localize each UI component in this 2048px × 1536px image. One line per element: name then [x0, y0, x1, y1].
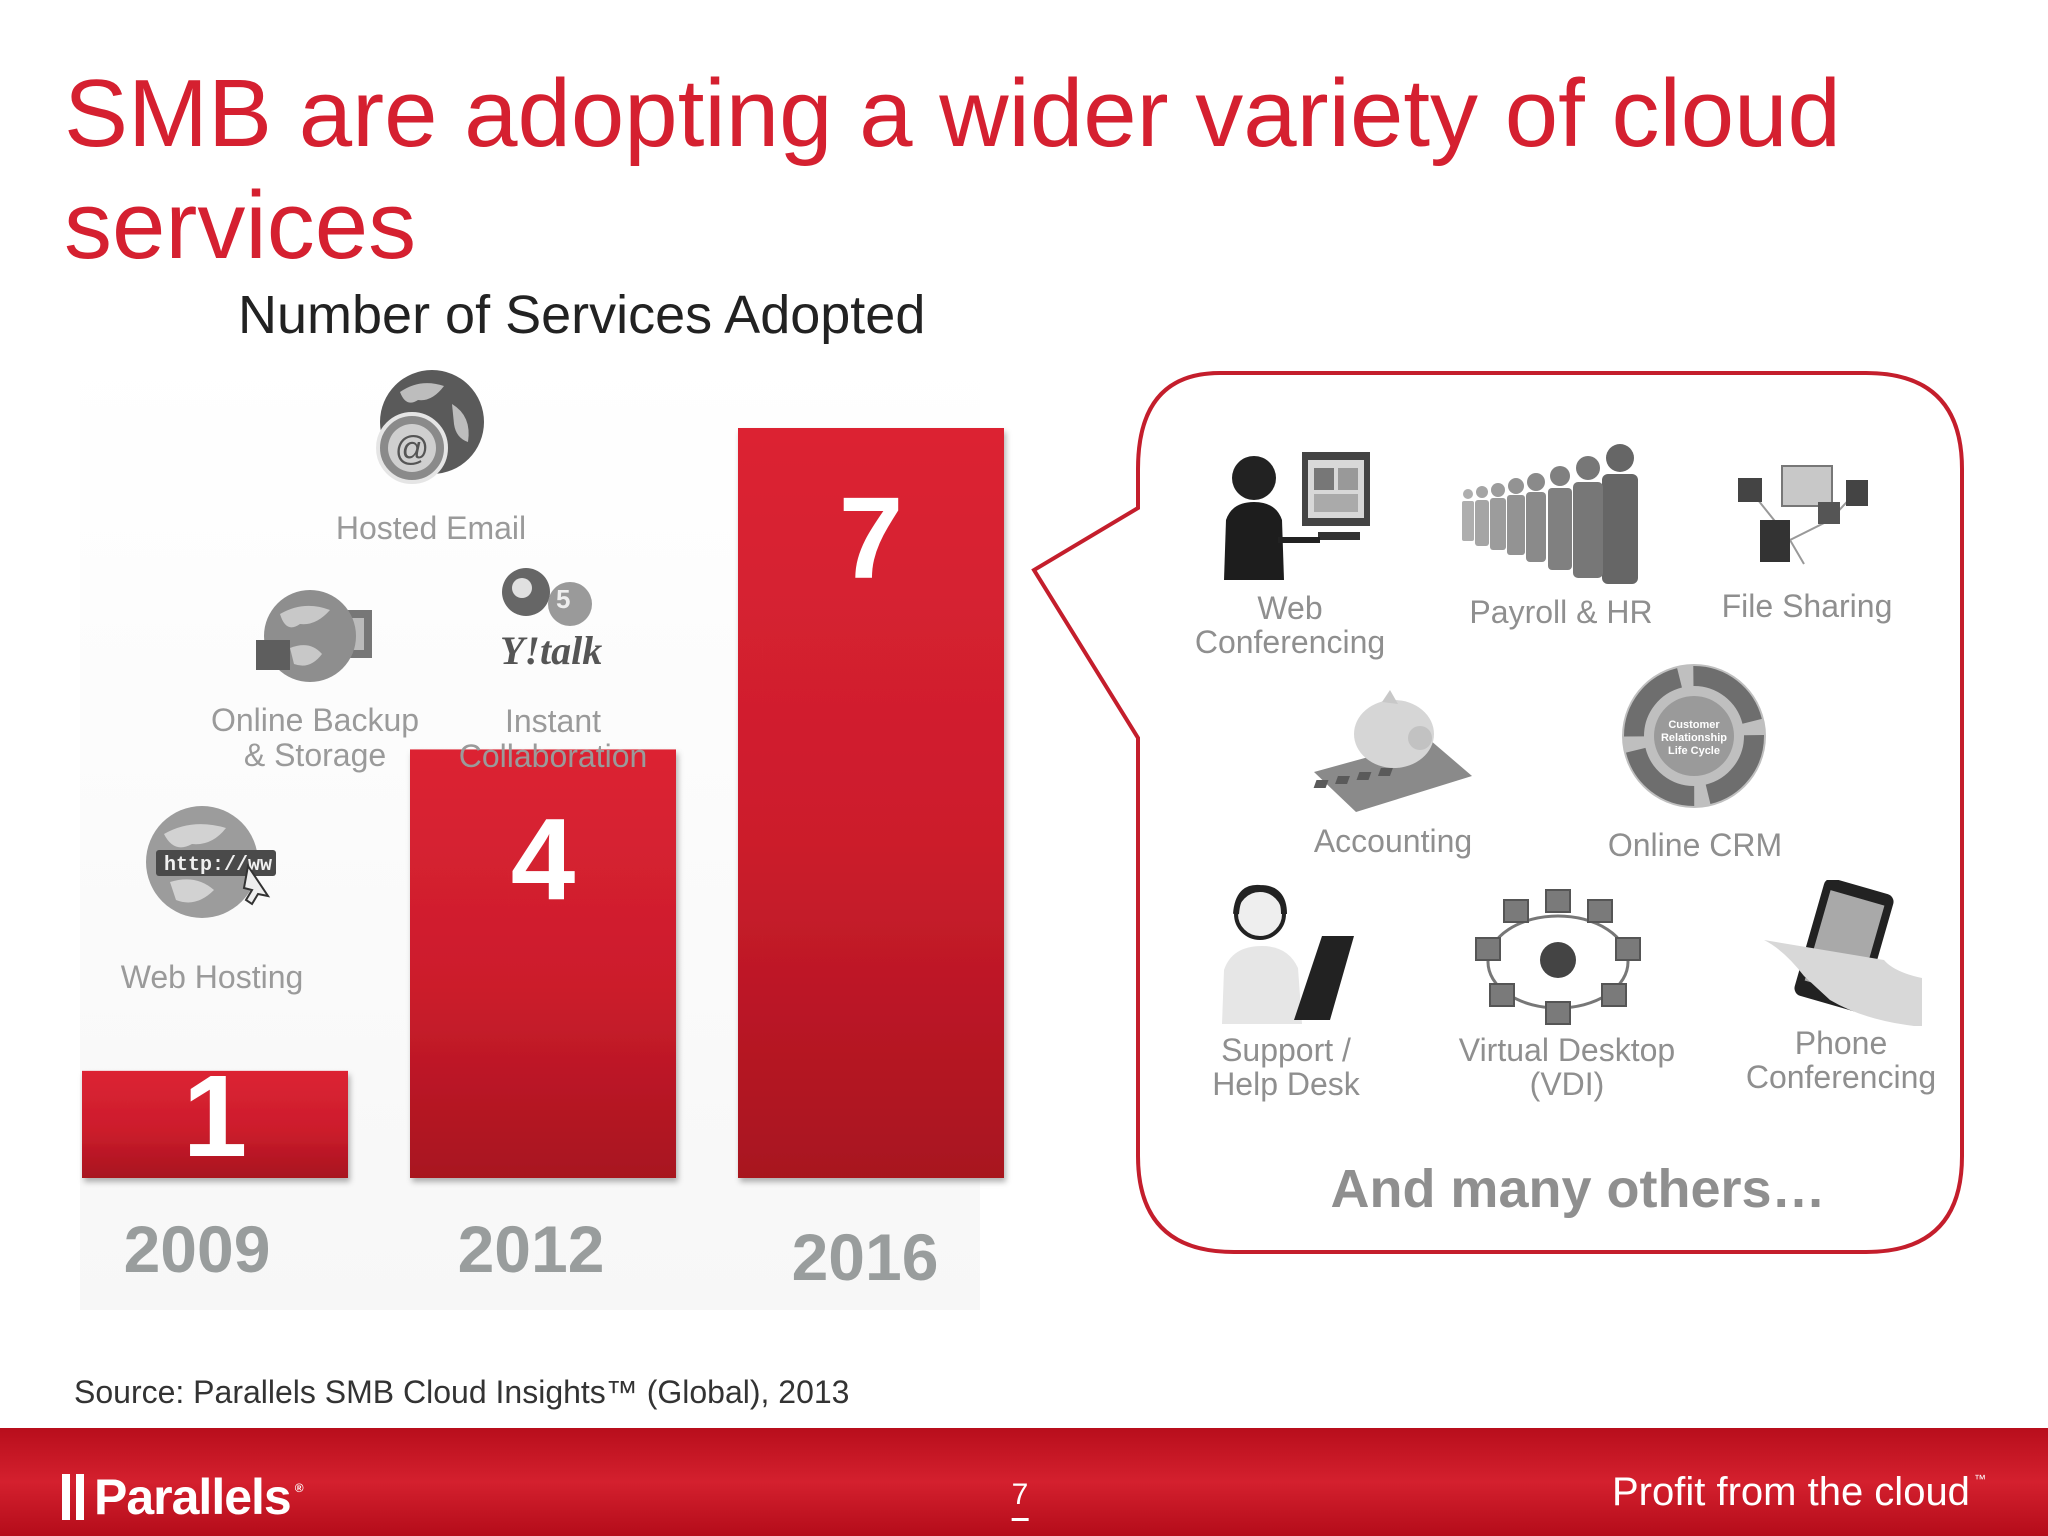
parallels-logo: Parallels ®	[62, 1468, 304, 1526]
service-label-hosted-email: Hosted Email	[335, 510, 527, 546]
chat-icons-icon: 5 Y!talk	[500, 568, 602, 673]
headset-laptop-icon	[1222, 884, 1354, 1024]
category-label: 2009	[124, 1212, 271, 1286]
service-label-online-backup: Online Backup & Storage	[210, 702, 420, 773]
bar-2016	[738, 428, 1004, 1178]
svg-text:Life Cycle: Life Cycle	[1668, 745, 1720, 757]
brand-name: Parallels	[94, 1469, 292, 1525]
many-others-text: And many others…	[1330, 1159, 1826, 1219]
chart-title: Number of Services Adopted	[238, 285, 926, 345]
source-note: Source: Parallels SMB Cloud Insights™ (G…	[74, 1374, 850, 1410]
bubble-label-accounting: Accounting	[1313, 823, 1473, 859]
bubble-label-phone-conferencing: Phone Conferencing	[1745, 1025, 1937, 1095]
category-label: 2016	[792, 1220, 939, 1294]
bar-value-label: 4	[511, 794, 576, 924]
tagline-text: Profit from the cloud	[1612, 1470, 1970, 1514]
svg-text:Customer: Customer	[1668, 719, 1720, 731]
smartphone-hand-icon	[1764, 880, 1922, 1026]
piggy-calculator-icon	[1313, 690, 1472, 812]
globe-http-icon: http://ww	[146, 806, 276, 918]
bubble-label-virtual-desktop: Virtual Desktop (VDI)	[1458, 1032, 1676, 1102]
svg-text:@: @	[395, 430, 430, 468]
page-number: 7	[1011, 1478, 1029, 1521]
bar-2012	[410, 749, 676, 1178]
tagline: Profit from the cloud ™	[1612, 1470, 1986, 1515]
web-conferencing-icon	[1224, 452, 1370, 580]
parallels-bars-icon	[62, 1474, 84, 1520]
bubble-label-payroll-hr: Payroll & HR	[1469, 594, 1653, 630]
network-computers-icon	[1738, 465, 1868, 565]
globe-email-icon: @	[376, 370, 484, 484]
svg-text:Y!talk: Y!talk	[500, 628, 602, 673]
svg-text:http://ww: http://ww	[164, 854, 272, 877]
bubble-label-web-conferencing: Web Conferencing	[1194, 590, 1386, 660]
server-ring-icon	[1475, 889, 1641, 1025]
svg-text:Relationship: Relationship	[1661, 732, 1727, 744]
category-label: 2012	[458, 1212, 605, 1286]
svg-text:5: 5	[556, 584, 570, 614]
bar-value-label: 7	[839, 473, 904, 603]
bar-value-label: 1	[183, 1051, 248, 1181]
tagline-trademark: ™	[1973, 1472, 1986, 1486]
bubble-label-support-help-desk: Support / Help Desk	[1212, 1032, 1360, 1102]
service-label-web-hosting: Web Hosting	[120, 959, 304, 995]
service-label-instant-collaboration: Instant Collaboration	[458, 703, 648, 774]
bubble-label-online-crm: Online CRM	[1607, 827, 1783, 863]
brand-registered-mark: ®	[294, 1481, 304, 1495]
people-line-icon	[1462, 444, 1638, 584]
slide-title: SMB are adopting a wider variety of clou…	[64, 60, 1841, 279]
crm-cycle-icon: Customer Relationship Life Cycle	[1622, 664, 1766, 808]
bubble-label-file-sharing: File Sharing	[1721, 588, 1893, 624]
globe-backup-icon	[256, 590, 372, 682]
bar-2009	[82, 1070, 348, 1178]
